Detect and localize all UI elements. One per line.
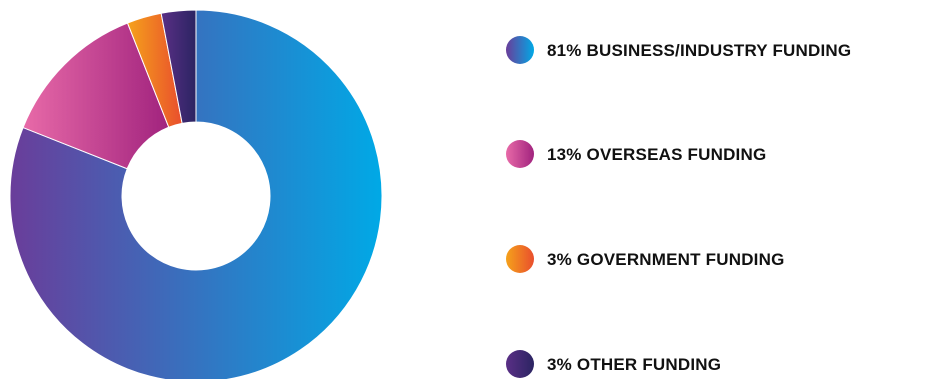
donut-slices — [9, 9, 383, 379]
legend-swatch-1 — [506, 36, 534, 64]
legend-swatch-2 — [506, 140, 534, 168]
legend-item-4: 3% OTHER FUNDING — [506, 350, 721, 378]
legend-swatch-4 — [506, 350, 534, 378]
legend-item-2: 13% OVERSEAS FUNDING — [506, 140, 766, 168]
donut-slice-2 — [22, 22, 170, 170]
legend-item-3: 3% GOVERNMENT FUNDING — [506, 245, 785, 273]
legend-label-2: 13% OVERSEAS FUNDING — [547, 145, 766, 164]
legend-swatch-3 — [506, 245, 534, 273]
legend-label-4: 3% OTHER FUNDING — [547, 355, 721, 374]
donut-slice-4 — [160, 9, 197, 124]
donut-slice-1 — [9, 9, 383, 379]
legend-label-1: 81% BUSINESS/INDUSTRY FUNDING — [547, 41, 851, 60]
legend: 81% BUSINESS/INDUSTRY FUNDING 13% OVERSEA… — [506, 36, 851, 378]
legend-item-1: 81% BUSINESS/INDUSTRY FUNDING — [506, 36, 851, 64]
legend-label-3: 3% GOVERNMENT FUNDING — [547, 250, 785, 269]
